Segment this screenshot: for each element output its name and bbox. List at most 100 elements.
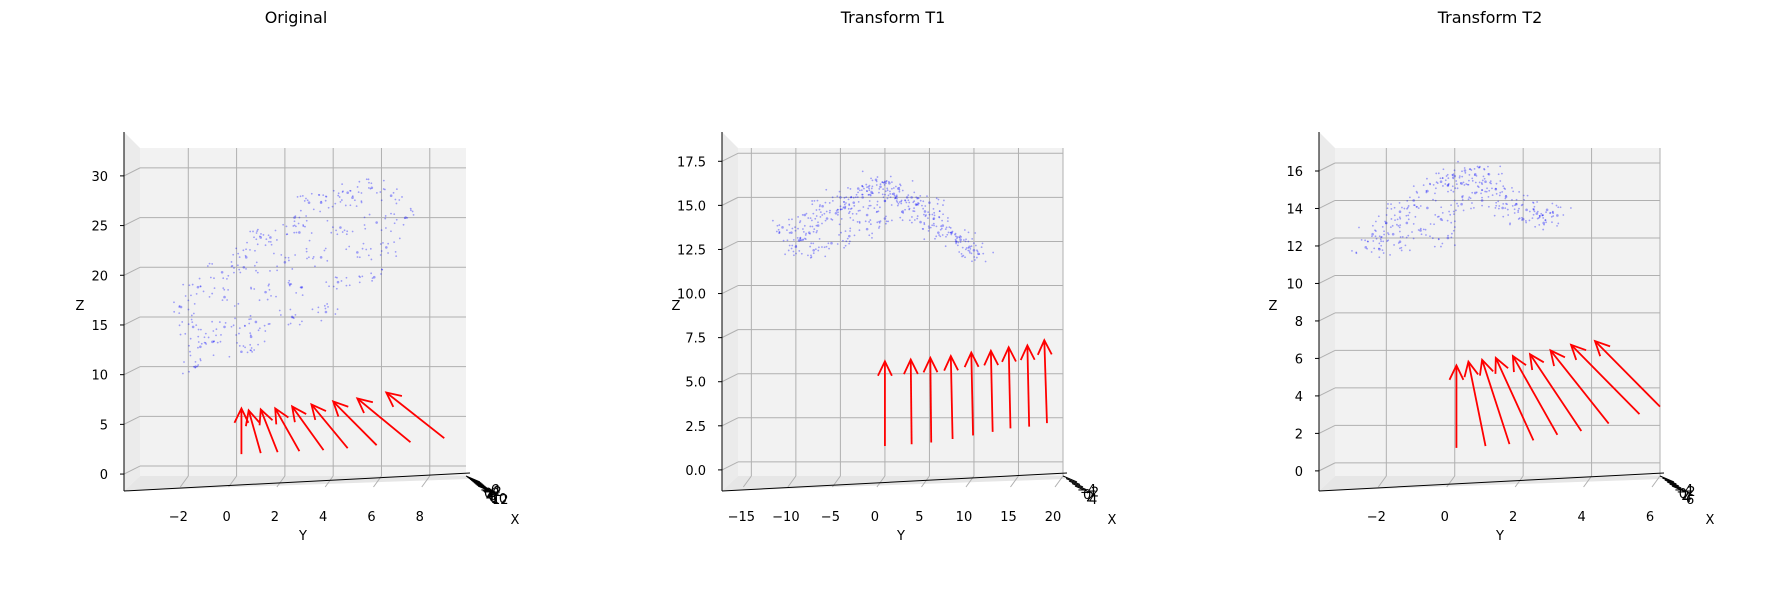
cloud-point (1459, 182, 1462, 184)
cloud-point (1437, 215, 1440, 218)
cloud-point (1390, 207, 1393, 210)
cloud-point (957, 241, 960, 244)
cloud-point (824, 219, 827, 222)
cloud-point (894, 197, 897, 199)
cloud-point (1393, 214, 1396, 217)
cloud-point (361, 275, 364, 278)
cloud-point (1506, 203, 1508, 206)
cloud-point (940, 227, 943, 230)
cloud-point (1372, 240, 1375, 242)
cloud-point (253, 349, 256, 351)
cloud-point (310, 192, 313, 195)
cloud-point (1520, 204, 1523, 207)
cloud-point (1378, 242, 1381, 245)
cloud-point (282, 223, 285, 226)
cloud-point (1422, 228, 1425, 231)
z-axis-label: Z (1269, 299, 1278, 314)
z-tick-label: 10.0 (677, 288, 706, 303)
cloud-point (1471, 179, 1474, 182)
cloud-point (227, 274, 230, 277)
cloud-point (1396, 223, 1398, 226)
cloud-point (258, 235, 261, 238)
arrow-head (963, 350, 980, 368)
cloud-point (1412, 199, 1415, 202)
y-axis-line (1318, 472, 1665, 492)
floor-grid-line (876, 475, 886, 488)
cloud-point (345, 248, 348, 251)
cloud-point (876, 200, 879, 203)
z-axis-label: Z (672, 299, 681, 314)
chart-title: Transform T2 (1437, 8, 1543, 27)
cloud-point (328, 285, 330, 288)
cloud-point (237, 252, 240, 255)
cloud-point (836, 195, 839, 198)
cloud-point (954, 235, 957, 238)
x-tick-label: 0 (484, 486, 492, 501)
cloud-point (269, 241, 272, 243)
cloud-point (958, 251, 961, 253)
cloud-point (848, 210, 851, 213)
cloud-point (1383, 230, 1385, 233)
cloud-point (1461, 198, 1464, 201)
cloud-point (883, 184, 886, 186)
cloud-point (191, 283, 194, 286)
cloud-point (838, 234, 840, 236)
cloud-point (871, 179, 874, 182)
cloud-point (954, 233, 956, 236)
cloud-point (885, 180, 887, 183)
z-tick-label: 17.5 (677, 155, 706, 170)
floor-grid-line (1514, 475, 1524, 488)
cloud-point (226, 299, 229, 301)
cloud-point (927, 211, 930, 214)
cloud-point (264, 290, 267, 294)
cloud-point (938, 216, 941, 219)
cloud-point (879, 183, 882, 186)
cloud-point (859, 209, 861, 212)
cloud-point (310, 232, 313, 234)
cloud-point (794, 245, 798, 249)
cloud-point (324, 307, 327, 310)
cloud-point (294, 313, 297, 316)
cloud-point (1528, 210, 1531, 213)
cloud-point (290, 283, 293, 285)
floor-grid-line (324, 475, 334, 488)
cloud-point (363, 224, 366, 226)
cloud-point (894, 197, 896, 200)
cloud-point (202, 290, 205, 293)
cloud-point (962, 254, 965, 257)
cloud-point (867, 207, 870, 210)
cloud-point (215, 328, 218, 331)
arrow-shaft (385, 391, 445, 439)
cloud-point (236, 264, 239, 267)
cloud-point (255, 238, 258, 241)
cloud-point (956, 237, 958, 240)
cloud-point (842, 206, 845, 209)
cloud-point (1437, 237, 1440, 240)
cloud-point (941, 224, 945, 227)
cloud-point (250, 318, 252, 320)
cloud-point (375, 221, 378, 224)
cloud-point (380, 250, 383, 252)
floor-grid-line (1446, 475, 1456, 488)
cloud-point (312, 255, 315, 258)
side-grid-line (1318, 312, 1336, 322)
cloud-point (1518, 207, 1520, 210)
y-tick-label: 15 (1000, 510, 1017, 525)
arrow-head (384, 391, 403, 408)
cloud-point (899, 216, 902, 219)
cloud-point (1511, 198, 1513, 201)
cloud-point (858, 220, 861, 223)
cloud-point (268, 240, 270, 243)
cloud-point (1450, 236, 1453, 239)
cloud-point (342, 190, 344, 193)
cloud-point (853, 234, 856, 237)
cloud-point (228, 355, 231, 358)
z-tick-label: 2.5 (685, 420, 706, 435)
cloud-point (889, 196, 892, 199)
cloud-point (905, 196, 909, 199)
cloud-point (1399, 236, 1402, 238)
cloud-point (1377, 247, 1380, 250)
cloud-point (183, 361, 185, 363)
cloud-point (992, 251, 995, 254)
cloud-point (393, 213, 396, 216)
